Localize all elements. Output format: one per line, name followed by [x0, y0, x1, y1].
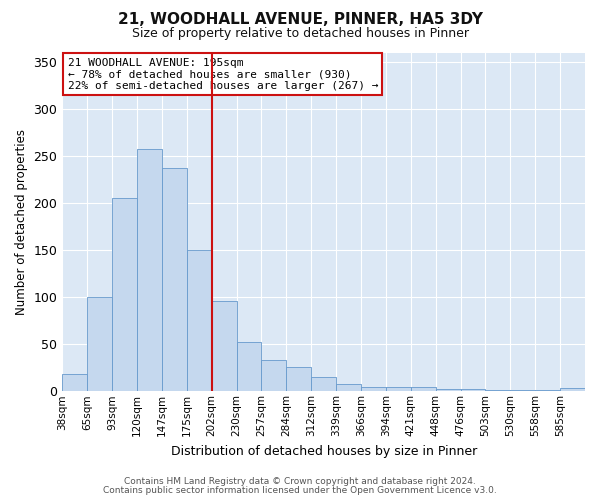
Bar [137, 150, 162, 392]
Y-axis label: Number of detached properties: Number of detached properties [15, 129, 28, 315]
Bar [560, 388, 585, 392]
Text: Size of property relative to detached houses in Pinner: Size of property relative to detached ho… [131, 28, 469, 40]
Bar [87, 297, 112, 392]
Text: Contains public sector information licensed under the Open Government Licence v3: Contains public sector information licen… [103, 486, 497, 495]
Bar [187, 250, 212, 392]
Bar [336, 384, 361, 392]
Text: Contains HM Land Registry data © Crown copyright and database right 2024.: Contains HM Land Registry data © Crown c… [124, 477, 476, 486]
Bar [361, 386, 386, 392]
Bar [112, 198, 137, 392]
Bar [386, 386, 411, 392]
Bar [436, 390, 461, 392]
Bar [62, 374, 87, 392]
Bar [485, 390, 511, 392]
Bar [411, 386, 436, 392]
Text: 21, WOODHALL AVENUE, PINNER, HA5 3DY: 21, WOODHALL AVENUE, PINNER, HA5 3DY [118, 12, 482, 28]
Bar [311, 377, 336, 392]
Bar [212, 301, 236, 392]
Bar [236, 342, 262, 392]
Bar [262, 360, 286, 392]
Bar [535, 390, 560, 392]
Bar [511, 390, 535, 392]
Bar [162, 168, 187, 392]
X-axis label: Distribution of detached houses by size in Pinner: Distribution of detached houses by size … [170, 444, 477, 458]
Bar [461, 390, 485, 392]
Text: 21 WOODHALL AVENUE: 195sqm
← 78% of detached houses are smaller (930)
22% of sem: 21 WOODHALL AVENUE: 195sqm ← 78% of deta… [68, 58, 378, 91]
Bar [286, 367, 311, 392]
